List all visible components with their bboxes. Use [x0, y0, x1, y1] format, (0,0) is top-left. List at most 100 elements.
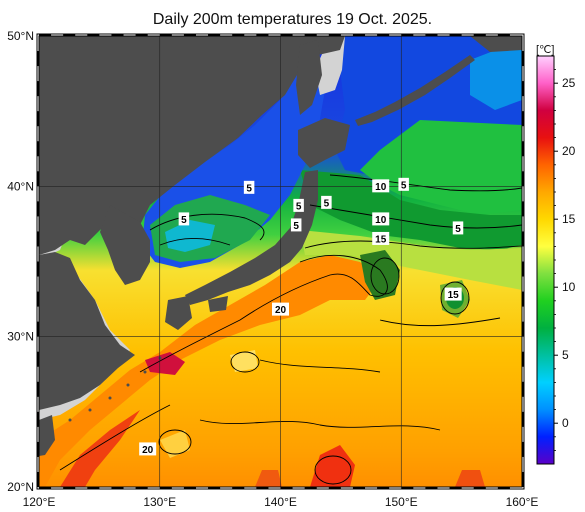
contour-label-box — [321, 195, 332, 209]
cool-eddy — [230, 350, 258, 372]
frame-check — [63, 34, 76, 36]
frame-check — [208, 34, 221, 36]
shikoku — [208, 296, 228, 312]
frame-check — [522, 51, 524, 67]
contour-label-text: 15 — [375, 234, 387, 245]
map-title: Daily 200m temperatures 19 Oct. 2025. — [152, 11, 433, 28]
colorbar-tick-label: 20 — [562, 144, 576, 158]
frame-check — [473, 487, 486, 489]
frame-check — [522, 471, 524, 487]
frame-check — [497, 487, 510, 489]
frame-check — [377, 34, 390, 36]
frame-check — [328, 487, 341, 489]
contour-label-text: 20 — [275, 305, 287, 316]
frame-check — [37, 381, 39, 397]
map-plot-area: 5 5 5 5 5 10 5 10 15 5 15 20 20 — [39, 36, 522, 487]
contour-label-box — [293, 198, 304, 212]
frame-check — [183, 34, 196, 36]
warm-core — [60, 410, 140, 487]
longitude-tick-label: 160°E — [506, 495, 539, 509]
frame-check — [39, 487, 52, 489]
frame-check — [87, 487, 100, 489]
frame-check — [522, 381, 524, 397]
latitude-tick-label: 40°N — [7, 179, 34, 193]
contour-labels: 5 5 5 5 5 10 5 10 15 5 15 20 20 — [139, 177, 464, 456]
frame-check — [280, 34, 293, 36]
colorbar-tick-label: 10 — [562, 280, 576, 294]
frame-check — [37, 81, 39, 97]
frame-check — [159, 487, 172, 489]
frame-check — [473, 34, 486, 36]
longitude-labels: 120°E 130°E 140°E 150°E 160°E — [23, 495, 539, 509]
frame-check — [39, 34, 52, 36]
frame-check — [280, 487, 293, 489]
asian-mainland — [39, 252, 135, 410]
graticule — [39, 36, 522, 487]
contour-label-box — [272, 302, 289, 316]
frame-check — [135, 34, 148, 36]
colorbar-tick-label: 15 — [562, 212, 576, 226]
frame-check — [232, 34, 245, 36]
contour-label: 15 — [444, 287, 462, 301]
contour-label: 5 — [290, 218, 302, 232]
transition-zone — [300, 170, 522, 250]
frame-check — [37, 261, 39, 277]
colorbar-ticks: 0 5 10 15 20 25 — [554, 69, 576, 451]
contour-label-box — [372, 231, 390, 245]
frame-check — [401, 487, 414, 489]
kuroshio-current — [39, 255, 380, 487]
contour-label: 5 — [178, 212, 190, 226]
frame-check — [37, 171, 39, 187]
contour-label-text: 10 — [375, 182, 387, 193]
contour-label-text: 5 — [324, 198, 330, 209]
frame-check — [522, 141, 524, 157]
frame-check — [37, 201, 39, 217]
cold-water-region — [470, 40, 522, 110]
frame-check — [37, 471, 39, 487]
frame-check — [522, 231, 524, 247]
frame-check — [522, 201, 524, 217]
frame-check — [37, 51, 39, 67]
frame-check — [87, 34, 100, 36]
contour-label: 5 — [398, 177, 409, 191]
contour-label-text: 5 — [293, 221, 299, 232]
latitude-tick-label: 30°N — [7, 330, 34, 344]
longitude-tick-label: 130°E — [143, 495, 176, 509]
frame-check — [37, 111, 39, 127]
frame-check — [304, 34, 317, 36]
contour-label: 10 — [372, 212, 390, 226]
frame-check — [208, 487, 221, 489]
warm-core — [455, 470, 485, 487]
frame-check — [37, 411, 39, 427]
honshu — [185, 170, 318, 305]
hokkaido — [298, 118, 350, 168]
frame-check — [522, 351, 524, 367]
frame-check — [449, 34, 462, 36]
colorbar-ramp — [536, 55, 555, 465]
frame-check — [401, 34, 414, 36]
taiwan — [39, 415, 55, 456]
contour-label-text: 15 — [448, 290, 460, 301]
colorbar-tick-label: 5 — [562, 348, 569, 362]
contour-label-text: 5 — [455, 224, 461, 235]
frame-check — [111, 487, 124, 489]
frame-check — [37, 351, 39, 367]
frame-check — [37, 141, 39, 157]
longitude-tick-label: 120°E — [23, 495, 56, 509]
frame-check — [37, 291, 39, 307]
longitude-tick-label: 150°E — [385, 495, 418, 509]
frame-check — [449, 487, 462, 489]
frame-check — [352, 34, 366, 36]
frame-check — [37, 441, 39, 457]
asian-mainland — [39, 36, 345, 255]
colorbar-unit: [℃] — [536, 44, 554, 56]
contour-label: 20 — [272, 302, 289, 316]
frame-check — [63, 487, 76, 489]
frame-check — [497, 34, 510, 36]
frame-check — [37, 321, 39, 337]
contour-label: 10 — [372, 179, 390, 193]
contour-label: 5 — [243, 180, 255, 194]
frame-check — [522, 261, 524, 277]
contour-label-text: 5 — [296, 201, 302, 212]
